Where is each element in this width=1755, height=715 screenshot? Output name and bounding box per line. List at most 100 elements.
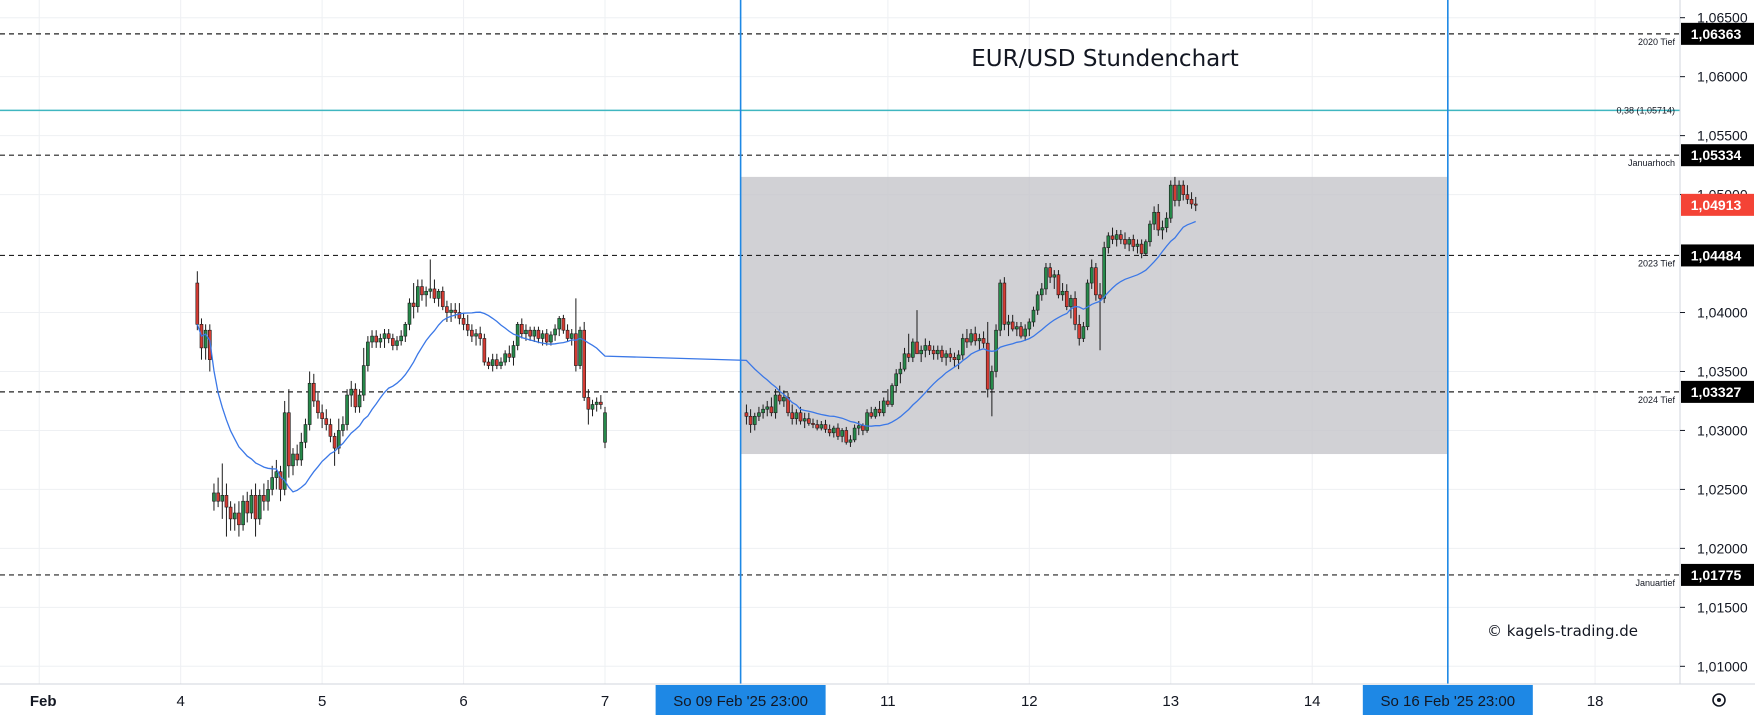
candle-body [353, 388, 358, 408]
candle [761, 404, 765, 419]
x-tick-label: 18 [1587, 693, 1604, 710]
candle-body [374, 335, 379, 343]
candle [449, 303, 453, 322]
candle [911, 338, 915, 363]
candle [1031, 306, 1036, 327]
candle [965, 329, 969, 348]
candle [361, 347, 366, 401]
candle-body [973, 333, 978, 342]
candle [353, 383, 358, 413]
candle-body [428, 288, 433, 292]
x-tick-label: 12 [1021, 693, 1038, 710]
candle-body [1164, 217, 1169, 228]
candle [752, 412, 757, 431]
settings-gear-icon[interactable] [1712, 693, 1726, 707]
candle [599, 395, 603, 410]
candle-body [915, 341, 919, 355]
candle-body [403, 324, 408, 337]
candle-body [478, 333, 483, 339]
candle [1164, 212, 1169, 233]
candle-body [940, 349, 944, 358]
candle [212, 483, 216, 511]
candle [295, 444, 299, 466]
candle [894, 369, 899, 393]
candle-body [224, 495, 229, 508]
candle-body [831, 427, 836, 434]
candle [228, 501, 233, 531]
candle [898, 362, 903, 384]
candle [873, 406, 878, 419]
candle [553, 324, 557, 341]
candle [1077, 314, 1082, 346]
candle [852, 424, 857, 443]
candle [790, 404, 795, 425]
candle-body [320, 412, 324, 419]
candle-body [1123, 239, 1127, 245]
candle [1177, 180, 1181, 207]
candle [403, 321, 408, 342]
candle-body [407, 302, 412, 325]
candle-body [777, 394, 782, 402]
level-tag-label: 1,01775 [1691, 567, 1742, 583]
candle-body [752, 415, 757, 425]
candle [1181, 180, 1186, 201]
candle-body [590, 404, 595, 410]
candle-body [911, 341, 915, 358]
candle-body [852, 427, 857, 441]
candle [940, 345, 944, 363]
candle-body [765, 406, 770, 410]
y-tick-label: 1,05500 [1697, 128, 1748, 144]
level-tag-label: 1,03327 [1691, 384, 1742, 400]
candle [415, 279, 420, 313]
candle-body [569, 333, 574, 339]
candle-body [927, 345, 932, 351]
candle-body [349, 388, 354, 396]
candle [1015, 321, 1019, 337]
candle-body [1081, 326, 1086, 339]
candle-body [549, 334, 553, 343]
candle [453, 303, 458, 319]
chart-title: EUR/USD Stundenchart [971, 46, 1238, 72]
candle [1044, 262, 1048, 295]
candle-body [757, 412, 761, 417]
candle-body [960, 338, 965, 356]
level-tag-bg [1681, 380, 1754, 403]
candle [245, 491, 250, 523]
candle-body [1193, 203, 1198, 206]
candle-body [744, 412, 749, 417]
candle [569, 329, 574, 346]
candle [195, 271, 200, 331]
candle [341, 416, 345, 437]
candle-body [906, 353, 911, 358]
candle [1152, 206, 1156, 230]
candle-body [990, 371, 994, 390]
candle [807, 412, 811, 426]
candle-body [819, 424, 824, 429]
candle-body [574, 333, 578, 366]
candle-body [370, 335, 374, 343]
candle-body [902, 353, 907, 370]
candle [395, 336, 399, 351]
candle-body [474, 333, 478, 337]
candle-body [482, 338, 487, 363]
candle-body [307, 382, 312, 425]
candle-body [1085, 282, 1090, 327]
candle-body [424, 290, 428, 296]
candle-body [1135, 243, 1140, 247]
candle-body [386, 333, 391, 339]
candle-body [1015, 326, 1019, 330]
candle [931, 345, 936, 360]
candle-body [245, 500, 250, 514]
candle [378, 333, 383, 348]
candle [840, 428, 844, 443]
candle [923, 338, 928, 358]
candle [1148, 220, 1152, 247]
time-marker-label: So 09 Feb '25 23:00 [673, 693, 808, 710]
candle [324, 409, 329, 431]
candle [311, 373, 316, 407]
time-marker-label: So 16 Feb '25 23:00 [1380, 693, 1515, 710]
candle [370, 330, 374, 348]
candle-body [461, 318, 466, 325]
candle-body [1106, 235, 1111, 248]
